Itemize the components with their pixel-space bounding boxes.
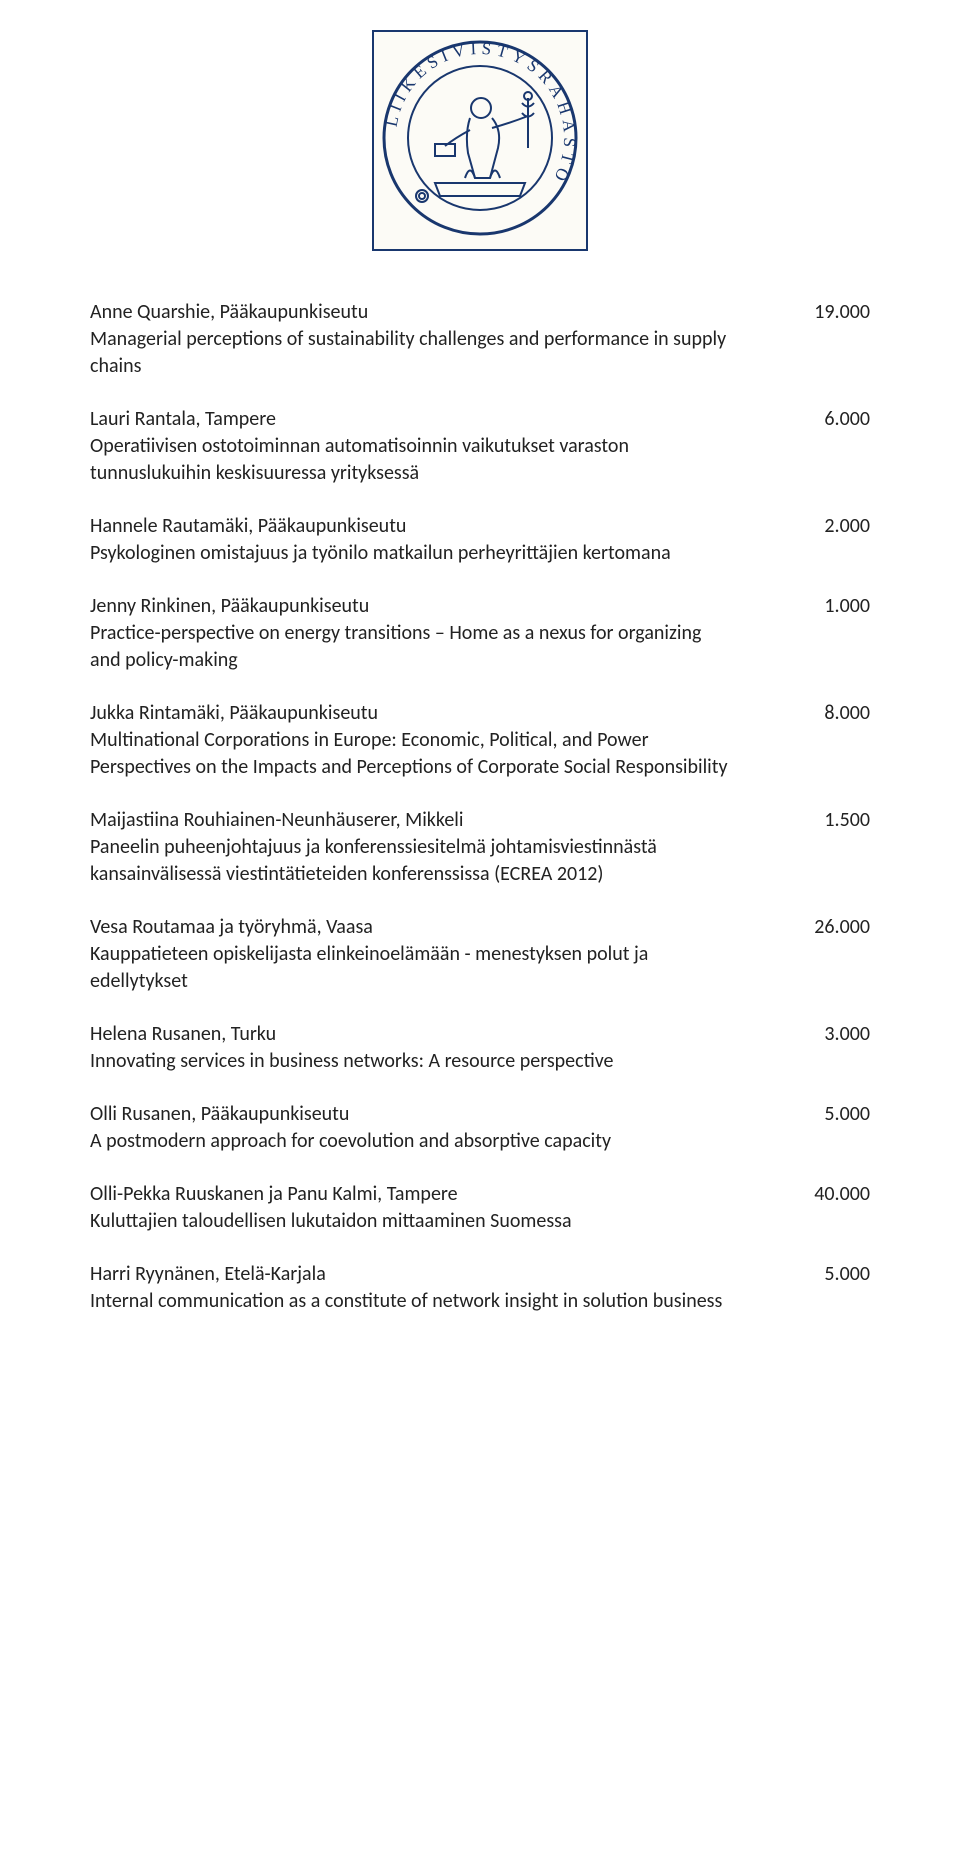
grant-entry: Vesa Routamaa ja työryhmä, Vaasa 26.000 … — [90, 914, 870, 995]
grant-entry: Olli Rusanen, Pääkaupunkiseutu 5.000 A p… — [90, 1101, 870, 1155]
entry-header: Jukka Rintamäki, Pääkaupunkiseutu 8.000 — [90, 700, 870, 727]
entry-title: Anne Quarshie, Pääkaupunkiseutu — [90, 299, 814, 326]
grant-entry: Anne Quarshie, Pääkaupunkiseutu 19.000 M… — [90, 299, 870, 380]
grant-entry: Jukka Rintamäki, Pääkaupunkiseutu 8.000 … — [90, 700, 870, 781]
entry-title: Harri Ryynänen, Etelä-Karjala — [90, 1261, 824, 1288]
grant-entry: Harri Ryynänen, Etelä-Karjala 5.000 Inte… — [90, 1261, 870, 1315]
entry-amount: 1.000 — [824, 593, 870, 620]
entry-header: Jenny Rinkinen, Pääkaupunkiseutu 1.000 — [90, 593, 870, 620]
entry-description: Kuluttajien taloudellisen lukutaidon mit… — [90, 1208, 730, 1235]
grant-entry: Jenny Rinkinen, Pääkaupunkiseutu 1.000 P… — [90, 593, 870, 674]
entry-amount: 26.000 — [814, 914, 870, 941]
logo-container: LIIKESIVISTYSRAHASTO — [90, 30, 870, 251]
entry-amount: 40.000 — [814, 1181, 870, 1208]
grant-entry: Helena Rusanen, Turku 3.000 Innovating s… — [90, 1021, 870, 1075]
entry-header: Maijastiina Rouhiainen-Neunhäuserer, Mik… — [90, 807, 870, 834]
document-page: LIIKESIVISTYSRAHASTO — [0, 0, 960, 1401]
entry-amount: 1.500 — [824, 807, 870, 834]
entry-title: Lauri Rantala, Tampere — [90, 406, 824, 433]
entry-description: Kauppatieteen opiskelijasta elinkeinoelä… — [90, 941, 730, 995]
entry-title: Olli Rusanen, Pääkaupunkiseutu — [90, 1101, 824, 1128]
grant-entry: Olli-Pekka Ruuskanen ja Panu Kalmi, Tamp… — [90, 1181, 870, 1235]
entry-amount: 19.000 — [814, 299, 870, 326]
entry-description: Managerial perceptions of sustainability… — [90, 326, 730, 380]
entry-description: Practice-perspective on energy transitio… — [90, 620, 730, 674]
entry-description: Internal communication as a constitute o… — [90, 1288, 730, 1315]
entry-amount: 8.000 — [824, 700, 870, 727]
entry-header: Olli-Pekka Ruuskanen ja Panu Kalmi, Tamp… — [90, 1181, 870, 1208]
entry-header: Hannele Rautamäki, Pääkaupunkiseutu 2.00… — [90, 513, 870, 540]
entry-header: Harri Ryynänen, Etelä-Karjala 5.000 — [90, 1261, 870, 1288]
entry-header: Anne Quarshie, Pääkaupunkiseutu 19.000 — [90, 299, 870, 326]
entry-description: Paneelin puheenjohtajuus ja konferenssie… — [90, 834, 730, 888]
entry-title: Hannele Rautamäki, Pääkaupunkiseutu — [90, 513, 824, 540]
entry-amount: 3.000 — [824, 1021, 870, 1048]
grant-entry: Lauri Rantala, Tampere 6.000 Operatiivis… — [90, 406, 870, 487]
entry-title: Jukka Rintamäki, Pääkaupunkiseutu — [90, 700, 824, 727]
entry-header: Vesa Routamaa ja työryhmä, Vaasa 26.000 — [90, 914, 870, 941]
entry-amount: 2.000 — [824, 513, 870, 540]
entry-title: Helena Rusanen, Turku — [90, 1021, 824, 1048]
entry-title: Olli-Pekka Ruuskanen ja Panu Kalmi, Tamp… — [90, 1181, 814, 1208]
entry-description: Multinational Corporations in Europe: Ec… — [90, 727, 730, 781]
entry-header: Helena Rusanen, Turku 3.000 — [90, 1021, 870, 1048]
entry-amount: 5.000 — [824, 1101, 870, 1128]
seal-icon: LIIKESIVISTYSRAHASTO — [380, 38, 580, 238]
entry-title: Jenny Rinkinen, Pääkaupunkiseutu — [90, 593, 824, 620]
entry-amount: 6.000 — [824, 406, 870, 433]
entry-header: Olli Rusanen, Pääkaupunkiseutu 5.000 — [90, 1101, 870, 1128]
entry-description: A postmodern approach for coevolution an… — [90, 1128, 730, 1155]
entry-header: Lauri Rantala, Tampere 6.000 — [90, 406, 870, 433]
entry-description: Operatiivisen ostotoiminnan automatisoin… — [90, 433, 730, 487]
entry-description: Innovating services in business networks… — [90, 1048, 730, 1075]
entry-title: Vesa Routamaa ja työryhmä, Vaasa — [90, 914, 814, 941]
entry-amount: 5.000 — [824, 1261, 870, 1288]
grant-entry: Hannele Rautamäki, Pääkaupunkiseutu 2.00… — [90, 513, 870, 567]
org-seal: LIIKESIVISTYSRAHASTO — [372, 30, 588, 251]
grant-entry: Maijastiina Rouhiainen-Neunhäuserer, Mik… — [90, 807, 870, 888]
entry-description: Psykologinen omistajuus ja työnilo matka… — [90, 540, 730, 567]
entry-title: Maijastiina Rouhiainen-Neunhäuserer, Mik… — [90, 807, 824, 834]
